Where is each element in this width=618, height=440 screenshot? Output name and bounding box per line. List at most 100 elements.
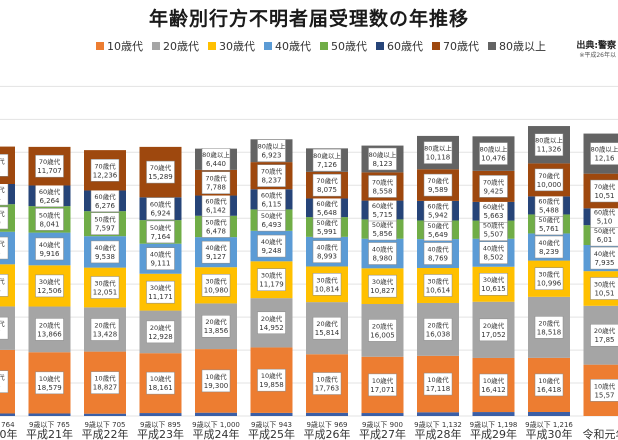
data-label-name: 70歳代 bbox=[483, 177, 505, 186]
data-label-value: 15,57 bbox=[594, 391, 614, 399]
data-label-value: 11,179 bbox=[259, 281, 284, 289]
data-label-value: 10,614 bbox=[426, 286, 451, 294]
data-label-value: 6,493 bbox=[261, 221, 281, 229]
data-label-value: 10,51 bbox=[594, 289, 614, 297]
data-label-name: 50歳代 bbox=[483, 221, 505, 230]
data-label-box bbox=[0, 206, 9, 230]
category-label: 平成30年 bbox=[526, 427, 573, 440]
data-label-value: 19,300 bbox=[204, 382, 229, 390]
data-label-box bbox=[257, 139, 286, 162]
data-label-name: 70歳代 bbox=[39, 157, 61, 166]
data-label-value: 8,502 bbox=[483, 254, 503, 262]
data-label-value: 8,041 bbox=[39, 220, 59, 228]
data-label-name: 20歳代 bbox=[0, 319, 5, 328]
legend-label: 70歳代 bbox=[443, 40, 479, 53]
data-label-name: 70歳代 bbox=[205, 174, 227, 183]
data-label-box bbox=[201, 240, 231, 264]
data-label-box bbox=[590, 246, 618, 270]
data-label-value: 8,980 bbox=[372, 255, 392, 263]
data-label-name: 70歳代 bbox=[538, 171, 560, 180]
legend-label: 20歳代 bbox=[163, 40, 199, 53]
data-label-value: 18,518 bbox=[537, 328, 562, 336]
data-label-name: 40歳代 bbox=[594, 249, 616, 258]
data-label-value: 16,038 bbox=[426, 330, 451, 338]
data-label-box bbox=[0, 370, 9, 393]
data-label-box bbox=[590, 179, 618, 203]
data-label-box bbox=[368, 274, 397, 298]
data-label-name: 40歳代 bbox=[483, 244, 505, 253]
data-label-box bbox=[534, 168, 564, 192]
data-label-name: 50歳代 bbox=[0, 209, 5, 218]
data-label-name: 50歳代 bbox=[261, 211, 283, 220]
data-label-name: 10歳代 bbox=[39, 374, 61, 383]
under9-label: 9歳以下 943 bbox=[251, 420, 292, 429]
data-label-box bbox=[257, 234, 286, 258]
legend-item-6: 60歳代 bbox=[376, 38, 423, 54]
data-label-value: 8,123 bbox=[372, 160, 392, 168]
category-label: 平成25年 bbox=[248, 427, 295, 440]
data-label-value: 11,326 bbox=[537, 146, 562, 154]
data-label-box bbox=[90, 212, 120, 235]
category-label: 令和元年 bbox=[583, 427, 618, 440]
data-label-box bbox=[590, 142, 618, 165]
data-label-name: 40歳代 bbox=[316, 243, 338, 252]
data-label-name: 10歳代 bbox=[483, 376, 505, 385]
data-label-box bbox=[146, 197, 175, 220]
legend-label: 30歳代 bbox=[219, 40, 255, 53]
data-label-box bbox=[423, 372, 453, 396]
source-label: 出典:警察 bbox=[576, 41, 616, 51]
data-label-value: 5,991 bbox=[317, 228, 337, 236]
data-label-name: 80歳以上 bbox=[202, 150, 230, 159]
bar-segment bbox=[139, 413, 182, 416]
legend-swatch bbox=[376, 42, 384, 50]
bar-segment bbox=[28, 413, 71, 416]
data-label-box bbox=[479, 318, 508, 342]
data-label-name: 40歳代 bbox=[427, 245, 449, 254]
data-label-value: 8,075 bbox=[317, 186, 337, 194]
legend-swatch bbox=[208, 42, 216, 50]
under9-label: 9歳以下 900 bbox=[362, 420, 403, 429]
data-label-value: 18,161 bbox=[148, 384, 173, 392]
legend-item-2: 20歳代 bbox=[152, 38, 199, 54]
data-label-box bbox=[35, 274, 64, 298]
data-label-name: 70歳代 bbox=[594, 182, 616, 191]
data-label-value: 5,715 bbox=[372, 211, 392, 219]
category-label: 平成26年 bbox=[304, 427, 351, 440]
data-label-name: 50歳代 bbox=[594, 226, 616, 235]
bar-segment bbox=[0, 413, 15, 416]
bar-segment bbox=[528, 411, 570, 416]
data-label-value: 5,488 bbox=[539, 206, 559, 214]
legend-label: 80歳以上 bbox=[499, 40, 546, 53]
data-label-value: 10,476 bbox=[481, 155, 506, 163]
data-label-box bbox=[90, 318, 120, 341]
data-label-box bbox=[590, 277, 618, 300]
data-label-value: 351 bbox=[0, 166, 1, 174]
data-label-name: 20歳代 bbox=[150, 323, 172, 332]
legend-item-3: 30歳代 bbox=[208, 38, 255, 54]
data-label-box bbox=[312, 372, 342, 395]
data-label-box bbox=[479, 175, 508, 198]
data-label-name: 60歳代 bbox=[427, 202, 449, 211]
data-label-value: 9,589 bbox=[428, 186, 448, 194]
data-label-name: 30歳代 bbox=[427, 276, 449, 285]
data-label-name: 10歳代 bbox=[150, 374, 172, 383]
under9-label: 9歳以下 1,216 bbox=[525, 420, 573, 429]
data-label-box bbox=[368, 175, 397, 198]
data-label-value: 16,418 bbox=[537, 386, 562, 394]
data-label-box bbox=[90, 276, 120, 299]
data-label-box bbox=[534, 133, 564, 156]
under9-label: 9歳以下 765 bbox=[29, 420, 70, 429]
data-label-value: 6,115 bbox=[261, 200, 281, 208]
category-label: 平成24年 bbox=[193, 427, 240, 440]
data-label-box bbox=[35, 208, 64, 231]
data-label-box bbox=[90, 159, 120, 182]
data-label-name: 50歳代 bbox=[316, 218, 338, 227]
data-label-name: 20歳代 bbox=[205, 317, 227, 326]
data-label-name: 80歳以上 bbox=[480, 145, 508, 154]
data-label-box bbox=[257, 164, 286, 187]
data-label-value: 7,164 bbox=[150, 233, 171, 241]
data-label-value: 8,558 bbox=[372, 187, 392, 195]
data-label-box bbox=[0, 274, 9, 297]
data-label-value: 13,866 bbox=[37, 330, 62, 338]
